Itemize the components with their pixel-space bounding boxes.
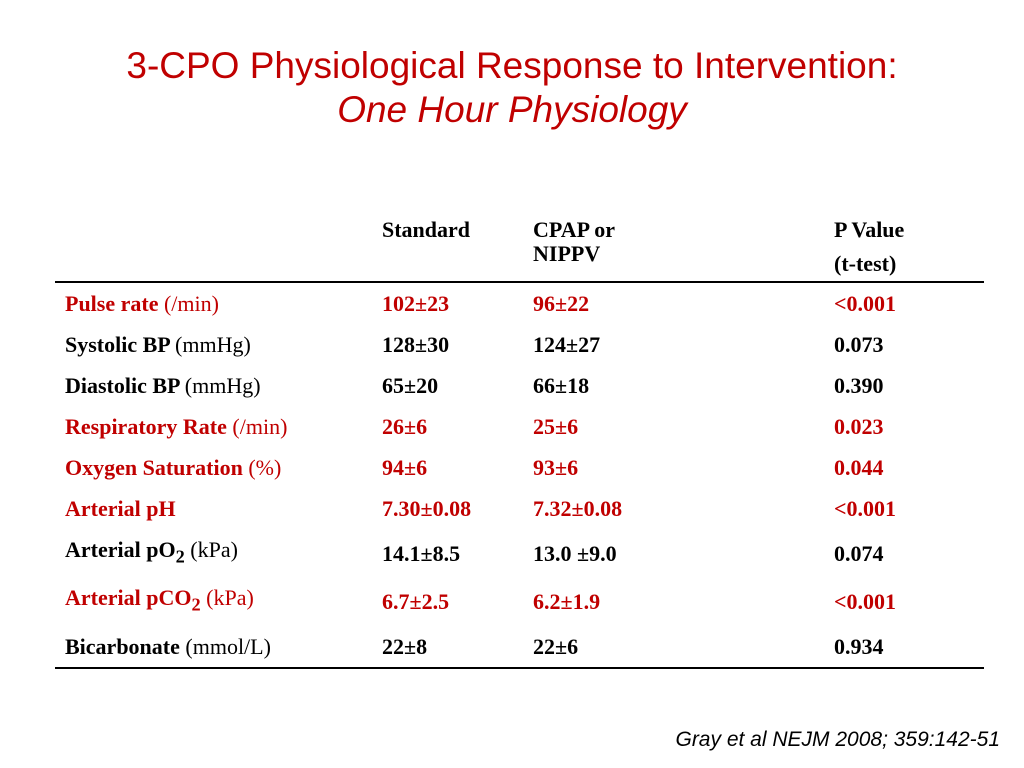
row-label: Arterial pCO2 (kPa) — [55, 577, 382, 625]
table-row: Pulse rate (/min) 102±23 96±22 <0.001 — [55, 282, 984, 324]
row-label-subscript: 2 — [191, 594, 201, 615]
cell-standard: 102±23 — [382, 291, 450, 316]
row-label-name: Arterial pH — [65, 496, 176, 521]
row-label-name: Bicarbonate — [65, 633, 180, 659]
cell-standard: 26±6 — [382, 414, 428, 439]
cell-cpap: 13.0 ±9.0 — [533, 540, 617, 566]
row-label: Arterial pO2 (kPa) — [55, 529, 382, 577]
header-standard: Standard — [382, 218, 533, 283]
row-label: Respiratory Rate (/min) — [55, 406, 382, 447]
table-row: Systolic BP (mmHg) 128±30 124±27 0.073 — [55, 324, 984, 365]
cell-p-value: <0.001 — [834, 589, 897, 615]
row-label-unit: (/min) — [163, 291, 219, 316]
table-row: Arterial pH 7.30±0.08 7.32±0.08 <0.001 — [55, 488, 984, 529]
table-row: Diastolic BP (mmHg) 65±20 66±18 0.390 — [55, 365, 984, 406]
row-label-unit: (mmHg) — [184, 373, 261, 398]
cell-standard: 14.1±8.5 — [382, 540, 461, 566]
cell-p-value: 0.390 — [834, 373, 884, 398]
row-label-name: Arterial pCO — [65, 585, 192, 611]
row-label: Oxygen Saturation (%) — [55, 447, 382, 488]
cell-cpap: 124±27 — [533, 332, 601, 357]
title-subtitle: One Hour Physiology — [337, 89, 687, 130]
row-label-subscript: 2 — [175, 546, 185, 567]
cell-p-value: 0.934 — [834, 625, 984, 669]
cell-cpap: 25±6 — [533, 414, 579, 439]
table-body: Pulse rate (/min) 102±23 96±22 <0.001 Systol… — [55, 282, 984, 669]
cell-p-value: 0.044 — [834, 455, 884, 480]
cell-p-value: 0.023 — [834, 414, 884, 439]
row-label: Bicarbonate (mmol/L) — [55, 625, 382, 669]
table-row: Oxygen Saturation (%) 94±6 93±6 0.044 — [55, 447, 984, 488]
cell-standard: 128±30 — [382, 332, 450, 357]
header-p-value: P Value (t-test) — [834, 218, 984, 283]
row-label-unit: (/min) — [232, 414, 288, 439]
cell-standard: 7.30±0.08 — [382, 496, 472, 521]
physiology-table: Standard CPAP or NIPPV P Value (t-test) … — [55, 218, 984, 669]
cell-p-value: 0.073 — [834, 332, 884, 357]
cell-p-value: 0.074 — [834, 540, 884, 566]
table-row: Bicarbonate (mmol/L) 22±8 22±6 0.934 — [55, 625, 984, 669]
table-row: Arterial pO2 (kPa) 14.1±8.5 13.0 ±9.0 0.074 — [55, 529, 984, 577]
row-label-name: Respiratory Rate — [65, 414, 227, 439]
citation: Gray et al NEJM 2008; 359:142-51 — [675, 728, 1000, 751]
cell-cpap: 66±18 — [533, 373, 590, 398]
row-label-unit: (mmHg) — [175, 332, 251, 357]
row-label-unit: (kPa) — [190, 537, 238, 562]
cell-cpap: 6.2±1.9 — [533, 589, 601, 615]
row-label: Arterial pH — [55, 488, 382, 529]
row-label-name: Pulse rate — [65, 291, 159, 316]
table-header-row: Standard CPAP or NIPPV P Value (t-test) — [55, 218, 984, 283]
header-empty — [55, 218, 382, 283]
row-label-unit: (mmol/L) — [185, 633, 271, 659]
cell-standard: 22±8 — [382, 625, 533, 669]
row-label-unit: (kPa) — [206, 585, 254, 611]
table-row: Respiratory Rate (/min) 26±6 25±6 0.023 — [55, 406, 984, 447]
row-label: Pulse rate (/min) — [55, 282, 382, 324]
cell-cpap: 7.32±0.08 — [533, 496, 623, 521]
row-label-name: Systolic BP — [65, 332, 170, 357]
slide-title: 3-CPO Physiological Response to Interven… — [0, 44, 1024, 132]
row-label-unit: (%) — [248, 455, 282, 480]
cell-standard: 65±20 — [382, 373, 439, 398]
row-label-name: Diastolic BP — [65, 373, 180, 398]
cell-cpap: 96±22 — [533, 291, 590, 316]
header-cpap: CPAP or NIPPV — [533, 218, 834, 283]
row-label-name: Oxygen Saturation — [65, 455, 243, 480]
cell-standard: 6.7±2.5 — [382, 589, 450, 615]
row-label: Diastolic BP (mmHg) — [55, 365, 382, 406]
cell-cpap: 93±6 — [533, 455, 579, 480]
cell-p-value: <0.001 — [834, 291, 897, 316]
row-label: Systolic BP (mmHg) — [55, 324, 382, 365]
table-row: Arterial pCO2 (kPa) 6.7±2.5 6.2±1.9 <0.001 — [55, 577, 984, 625]
row-label-name: Arterial pO — [65, 537, 176, 562]
cell-standard: 94±6 — [382, 455, 428, 480]
title-main: 3-CPO Physiological Response to Interven… — [126, 45, 898, 86]
cell-cpap: 22±6 — [533, 625, 834, 669]
cell-p-value: <0.001 — [834, 496, 897, 521]
